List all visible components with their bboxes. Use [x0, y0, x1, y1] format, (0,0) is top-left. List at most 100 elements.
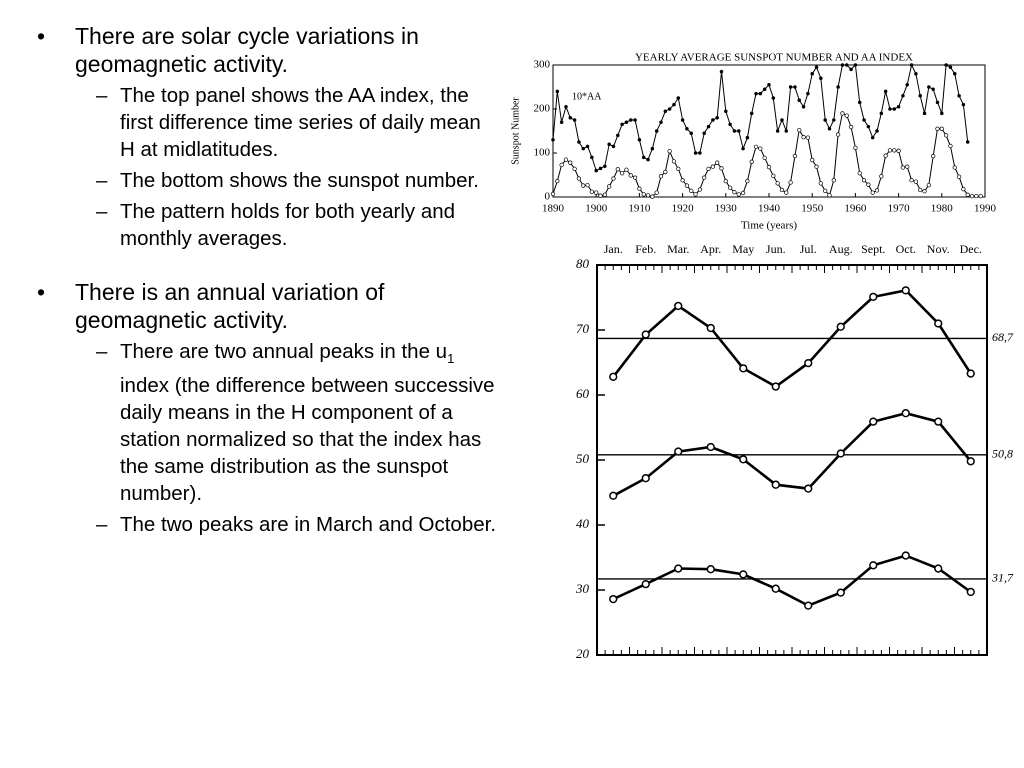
data-point — [869, 417, 878, 426]
data-point — [775, 181, 780, 186]
data-point — [966, 587, 975, 597]
data-point — [832, 118, 836, 122]
data-point — [611, 144, 616, 149]
series-line — [552, 63, 969, 172]
data-point — [901, 286, 910, 295]
x-tick-label: 1890 — [542, 203, 565, 215]
data-point — [594, 190, 599, 195]
data-point — [956, 174, 962, 179]
data-point — [641, 155, 646, 160]
data-point — [784, 129, 789, 133]
x-tick-label: 1990 — [974, 203, 997, 215]
data-point — [835, 132, 841, 137]
data-point — [788, 180, 793, 185]
data-point — [901, 551, 910, 560]
data-point — [758, 146, 763, 151]
data-point — [792, 153, 798, 159]
data-point — [804, 484, 813, 493]
data-point — [693, 192, 698, 197]
data-point — [900, 165, 906, 170]
data-point — [836, 85, 840, 89]
data-point — [589, 189, 595, 194]
data-point — [831, 178, 836, 183]
y-axis-label: Sunspot Number — [510, 97, 521, 165]
x-tick-label: 1910 — [628, 203, 651, 215]
data-point — [559, 120, 564, 124]
data-point — [857, 171, 862, 176]
data-point — [940, 111, 944, 116]
sub-bullet: The pattern holds for both yearly and mo… — [0, 198, 498, 252]
data-point — [767, 83, 771, 87]
data-point — [862, 118, 866, 122]
data-point — [739, 455, 748, 464]
data-point — [934, 319, 943, 328]
data-point — [663, 109, 668, 113]
data-point — [741, 146, 745, 151]
data-point — [896, 148, 901, 153]
data-point — [905, 164, 910, 169]
x-tick-label: 1920 — [672, 203, 695, 215]
data-point — [883, 153, 888, 158]
data-point — [706, 166, 711, 171]
data-point — [934, 564, 943, 573]
data-point — [737, 129, 741, 133]
data-point — [607, 184, 612, 189]
data-point — [603, 164, 607, 168]
data-point — [590, 155, 594, 160]
x-tick-label: 1960 — [844, 203, 867, 215]
data-point — [753, 144, 759, 149]
y-tick-label: 70 — [576, 321, 590, 336]
data-point — [879, 174, 884, 179]
data-point — [572, 166, 577, 171]
data-point — [840, 63, 845, 67]
data-point — [818, 181, 823, 186]
data-point — [550, 191, 556, 197]
x-tick-label: May — [732, 242, 754, 256]
bullet: There is an annual variation of geomagne… — [0, 278, 496, 538]
data-point — [771, 96, 776, 100]
data-point — [711, 118, 715, 122]
data-point — [739, 364, 748, 373]
data-point — [710, 164, 715, 169]
data-point — [674, 301, 683, 311]
data-point — [572, 118, 577, 122]
data-point — [676, 166, 681, 171]
x-tick-label: Jan. — [604, 242, 623, 256]
data-point — [727, 185, 733, 190]
x-tick-label: 1930 — [715, 203, 738, 215]
data-point — [689, 131, 693, 135]
chart-title: YEARLY AVERAGE SUNSPOT NUMBER AND AA IND… — [635, 52, 913, 64]
data-point — [654, 190, 659, 195]
data-point — [723, 179, 728, 184]
y-tick-label: 100 — [534, 147, 551, 159]
x-tick-label: Mar. — [667, 242, 689, 256]
data-point — [585, 182, 590, 188]
bullet-text: There are solar cycle variations in geom… — [75, 23, 419, 77]
bullet: There are solar cycle variations in geom… — [0, 22, 485, 252]
data-point — [931, 153, 936, 159]
data-point — [689, 188, 694, 193]
data-point — [806, 91, 810, 96]
data-point — [804, 601, 813, 610]
data-point — [632, 175, 638, 180]
data-point — [633, 118, 637, 122]
data-point — [602, 192, 607, 197]
data-point — [577, 140, 581, 144]
sub-bullet: The top panel shows the AA index, the fi… — [0, 82, 498, 163]
data-point — [788, 85, 793, 89]
data-point — [771, 480, 780, 489]
data-point — [628, 173, 633, 178]
data-point — [563, 157, 569, 162]
x-tick-label: 1970 — [888, 203, 911, 215]
data-point — [909, 63, 914, 67]
data-point — [943, 133, 949, 138]
data-point — [624, 167, 629, 172]
data-point — [875, 129, 879, 133]
data-point — [771, 173, 776, 179]
sub-bullet-text: The top panel shows the AA index, the fi… — [120, 84, 481, 161]
x-tick-label: Feb. — [635, 242, 656, 256]
data-point — [598, 193, 603, 198]
data-point — [927, 85, 931, 89]
